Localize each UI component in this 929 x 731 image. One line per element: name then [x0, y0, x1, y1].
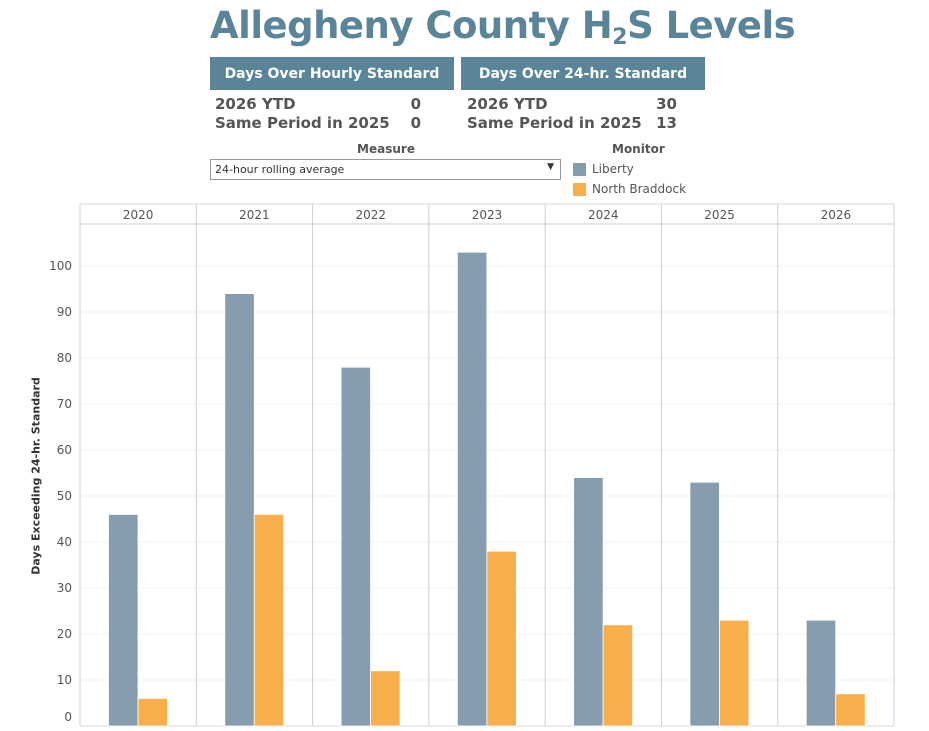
daily-ytd-value: 30 — [656, 95, 677, 113]
legend-title: Monitor — [612, 142, 665, 156]
hourly-ytd-value: 0 — [410, 95, 421, 113]
bar-north-braddock-2025[interactable] — [719, 619, 750, 727]
category-header-2022: 2022 — [355, 208, 386, 222]
bar-liberty-2024[interactable] — [573, 477, 604, 727]
y-tick-label-30: 30 — [57, 581, 72, 595]
measure-label: Measure — [357, 142, 415, 156]
category-header-2020: 2020 — [123, 208, 154, 222]
y-tick-label-0: 0 — [64, 710, 72, 724]
y-tick-label-80: 80 — [57, 351, 72, 365]
page-title: Allegheny County H2S Levels — [210, 4, 796, 50]
y-tick-label-70: 70 — [57, 397, 72, 411]
bar-liberty-2021[interactable] — [224, 293, 255, 727]
bar-north-braddock-2023[interactable] — [486, 550, 517, 727]
bar-north-braddock-2021[interactable] — [253, 514, 285, 727]
category-header-2021: 2021 — [239, 208, 270, 222]
bar-liberty-2025[interactable] — [689, 481, 720, 727]
bar-north-braddock-2020[interactable] — [137, 698, 168, 727]
measure-selected-value: 24-hour rolling average — [215, 163, 345, 176]
hourly-ytd-label: 2026 YTD — [215, 95, 296, 113]
daily-ytd-row: 2026 YTD 30 — [467, 95, 677, 113]
bar-liberty-2022[interactable] — [340, 366, 371, 727]
hourly-standard-header: Days Over Hourly Standard — [210, 57, 454, 90]
bar-liberty-2020[interactable] — [108, 514, 139, 727]
dropdown-arrow-icon[interactable]: ▼ — [547, 162, 554, 172]
y-tick-label-90: 90 — [57, 305, 72, 319]
legend-swatch-liberty — [573, 162, 586, 176]
category-header-2023: 2023 — [472, 208, 503, 222]
legend-label-north-braddock: North Braddock — [592, 182, 687, 196]
bar-north-braddock-2024[interactable] — [602, 624, 634, 727]
bar-liberty-2026[interactable] — [805, 619, 837, 727]
y-tick-label-100: 100 — [49, 259, 72, 273]
y-tick-label-50: 50 — [57, 489, 72, 503]
daily-prior-row: Same Period in 2025 13 — [467, 114, 677, 132]
legend-swatch-north-braddock — [573, 182, 586, 196]
hourly-prior-row: Same Period in 2025 0 — [215, 114, 421, 132]
y-tick-label-60: 60 — [57, 443, 72, 457]
hourly-prior-label: Same Period in 2025 — [215, 114, 390, 132]
category-header-2024: 2024 — [588, 208, 619, 222]
legend-item-north-braddock[interactable]: North Braddock — [573, 182, 686, 196]
daily-prior-value: 13 — [656, 114, 677, 132]
category-header-2025: 2025 — [704, 208, 735, 222]
category-header-2026: 2026 — [821, 208, 852, 222]
legend-item-liberty[interactable]: Liberty — [573, 162, 634, 176]
hourly-ytd-row: 2026 YTD 0 — [215, 95, 421, 113]
hourly-prior-value: 0 — [410, 114, 421, 132]
bar-liberty-2023[interactable] — [456, 251, 488, 727]
daily-prior-label: Same Period in 2025 — [467, 114, 642, 132]
y-tick-label-40: 40 — [57, 535, 72, 549]
y-tick-label-20: 20 — [57, 627, 72, 641]
measure-dropdown[interactable]: 24-hour rolling average ▼ — [210, 159, 561, 180]
daily-ytd-label: 2026 YTD — [467, 95, 548, 113]
daily-standard-header: Days Over 24-hr. Standard — [461, 57, 705, 90]
y-tick-label-10: 10 — [57, 673, 72, 687]
bar-north-braddock-2022[interactable] — [370, 670, 401, 727]
legend-label-liberty: Liberty — [592, 162, 634, 176]
bar-north-braddock-2026[interactable] — [835, 693, 866, 727]
